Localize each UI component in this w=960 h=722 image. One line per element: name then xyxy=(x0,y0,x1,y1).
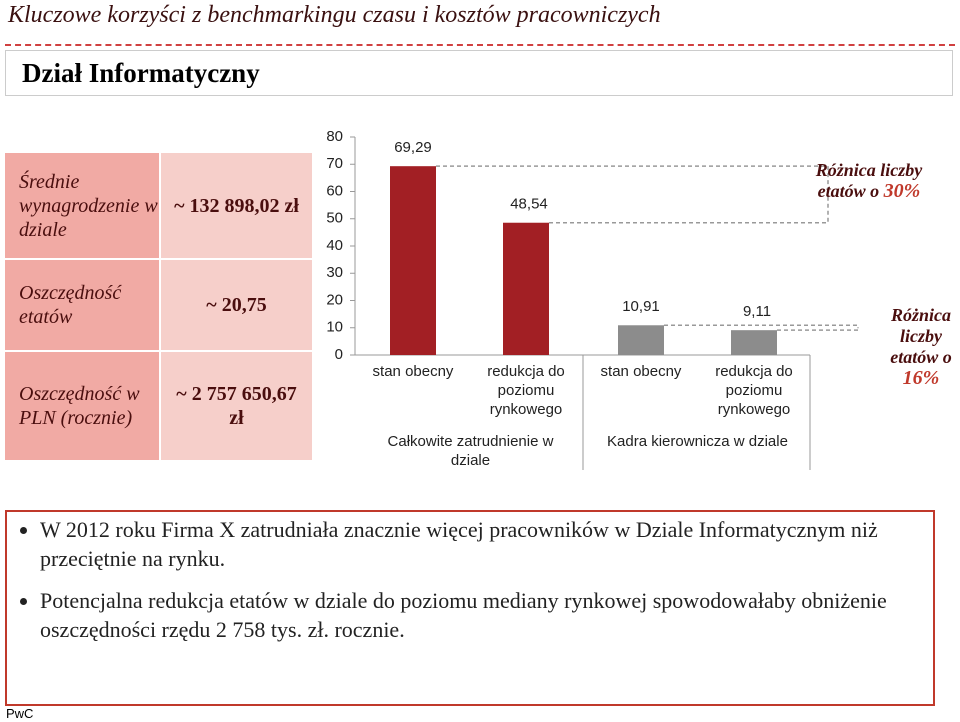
annotation: Różnica liczby etatów o 30% xyxy=(815,160,923,202)
category-label: stan obecny xyxy=(600,363,682,380)
row-label: Średnie wynagrodzenie w dziale xyxy=(5,153,159,258)
row-value: ~ 2 757 650,67 zł xyxy=(161,352,312,460)
bullet: Potencjalna redukcja etatów w dziale do … xyxy=(40,586,940,644)
row-label: Oszczędność etatów xyxy=(5,260,159,350)
annotation-text: Różnica liczby etatów o xyxy=(890,305,952,367)
category-label: redukcja do poziomu rynkowego xyxy=(715,363,793,418)
group-label: Całkowite zatrudnienie w dziale xyxy=(387,433,554,469)
group-label: Kadra kierownicza w dziale xyxy=(607,433,788,450)
bar xyxy=(618,325,664,355)
value-label: 10,91 xyxy=(622,298,660,315)
row-label: Oszczędność w PLN (rocznie) xyxy=(5,352,159,460)
y-tick-label: 60 xyxy=(326,182,343,199)
annotation: Różnica liczby etatów o 16% xyxy=(880,305,960,389)
bullet: W 2012 roku Firma X zatrudniała znacznie… xyxy=(40,515,940,573)
chart: 0 10 20 30 40 50 60 70 80 69,29 48,54 10,91 9,11 xyxy=(326,128,859,470)
y-tick-label: 10 xyxy=(326,319,343,336)
y-tick-label: 0 xyxy=(335,346,343,363)
value-label: 69,29 xyxy=(394,139,432,156)
value-label: 9,11 xyxy=(743,303,771,320)
connector xyxy=(549,194,829,224)
y-tick-label: 40 xyxy=(326,237,343,254)
y-tick-label: 20 xyxy=(326,291,343,308)
row-value: ~ 132 898,02 zł xyxy=(161,153,312,258)
connector xyxy=(664,324,859,329)
bar xyxy=(503,222,549,355)
category-label: stan obecny xyxy=(372,363,454,380)
row-value: ~ 20,75 xyxy=(161,260,312,350)
bullet-list: W 2012 roku Firma X zatrudniała znacznie… xyxy=(10,515,940,657)
value-label: 48,54 xyxy=(510,196,548,213)
annotation-value: 30% xyxy=(883,180,921,202)
section-box xyxy=(5,50,953,96)
annotation-text: Różnica liczby etatów o xyxy=(815,160,923,201)
bar xyxy=(390,166,436,355)
slide-title: Kluczowe korzyści z benchmarkingu czasu … xyxy=(8,2,661,28)
y-tick-label: 50 xyxy=(326,210,343,227)
bullet-box xyxy=(5,510,935,706)
y-tick-label: 30 xyxy=(326,264,343,281)
annotation-value: 16% xyxy=(902,367,940,389)
section-title: Dział Informatyczny xyxy=(22,58,260,88)
footer: PwC xyxy=(6,706,34,721)
category-label: redukcja do poziomu rynkowego xyxy=(487,363,565,418)
y-tick-label: 70 xyxy=(326,155,343,172)
bar xyxy=(731,330,777,355)
connector xyxy=(436,165,829,195)
y-tick-label: 80 xyxy=(326,128,343,145)
title-rule xyxy=(5,44,955,46)
